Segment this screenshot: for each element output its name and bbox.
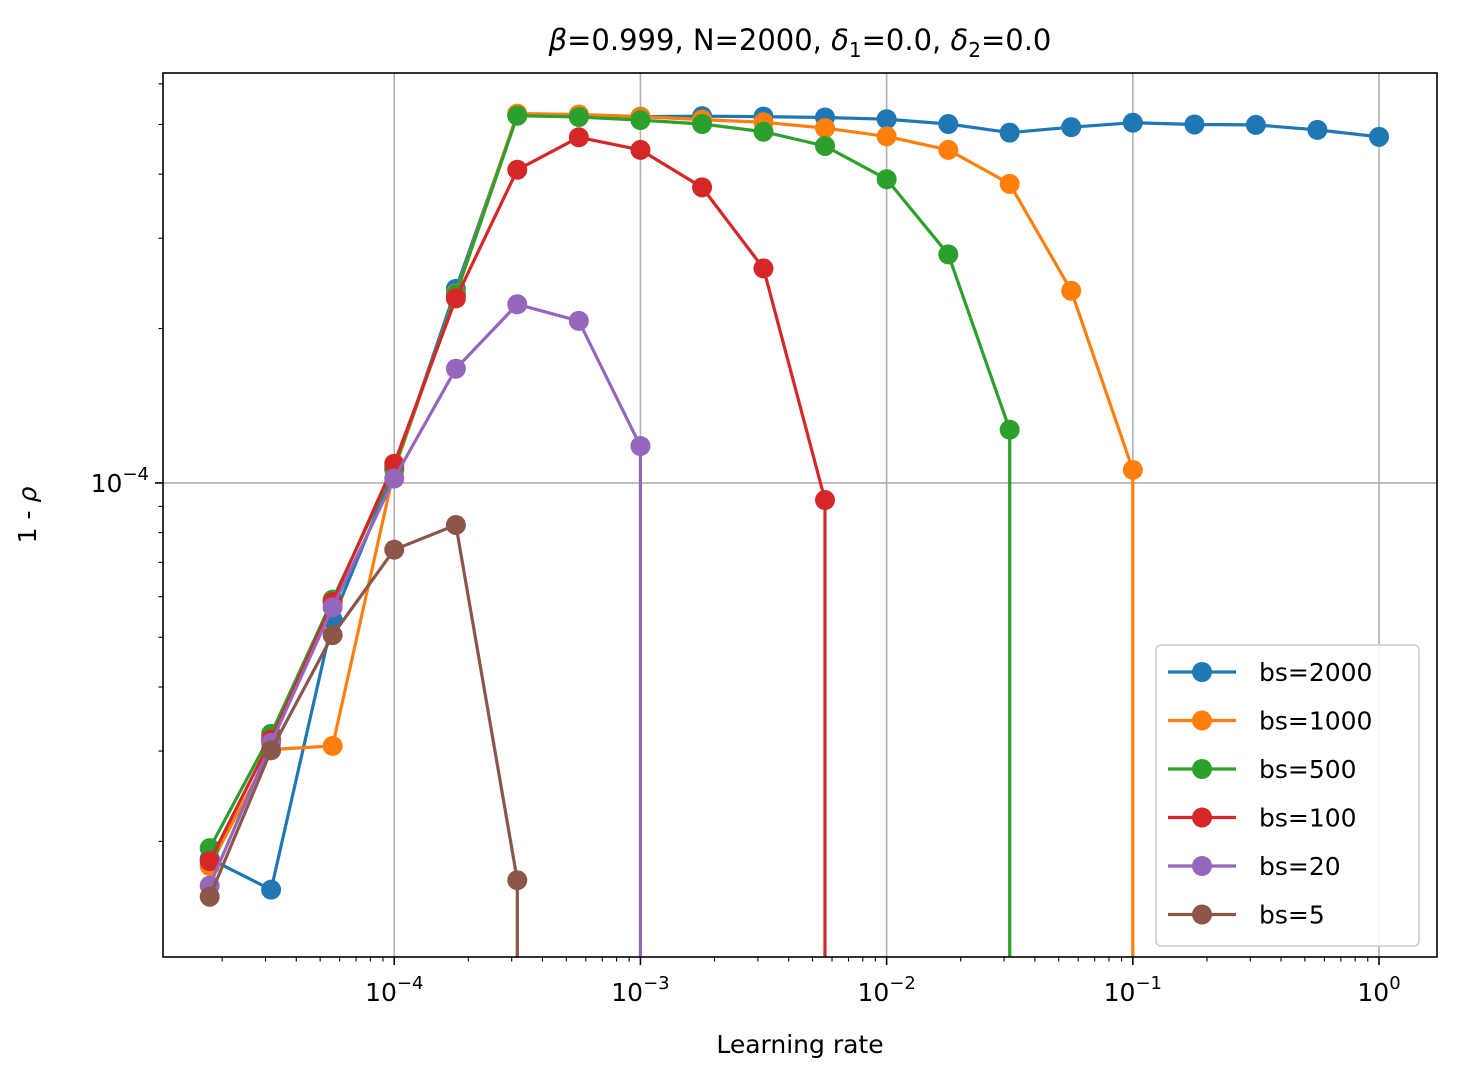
data-point <box>1122 459 1143 480</box>
legend-item-bs-5: bs=5 <box>1168 901 1325 930</box>
data-point <box>445 358 466 379</box>
legend: bs=2000 bs=1000 bs=500 bs=100 bs=20 bs=5 <box>1155 644 1420 947</box>
y-axis-label-rho: ρ <box>13 487 42 503</box>
legend-item-bs-2000: bs=2000 <box>1168 658 1372 687</box>
data-point <box>322 597 343 618</box>
data-point <box>568 127 589 148</box>
legend-marker <box>1192 904 1212 925</box>
data-point <box>568 310 589 331</box>
data-point <box>876 169 897 190</box>
title-delta1-value: =0.0, <box>862 23 951 57</box>
data-point <box>630 110 651 131</box>
data-point <box>199 851 220 872</box>
data-point <box>568 107 589 128</box>
title-beta-symbol: β <box>548 23 568 57</box>
data-point <box>938 139 959 160</box>
legend-label: bs=100 <box>1259 804 1357 833</box>
data-point <box>815 135 836 156</box>
chart-title: β=0.999, N=2000, δ1=0.0, δ2=0.0 <box>548 23 1052 62</box>
y-tick-label: 10−4 <box>91 464 149 498</box>
data-point <box>753 121 774 142</box>
data-point <box>445 514 466 535</box>
legend-label: bs=5 <box>1259 901 1325 930</box>
title-delta2-value: =0.0 <box>981 23 1051 57</box>
data-point <box>938 244 959 265</box>
legend-marker <box>1192 807 1212 828</box>
data-point <box>384 468 405 489</box>
data-point <box>1307 119 1328 140</box>
data-point <box>999 173 1020 194</box>
data-point <box>630 436 651 457</box>
series-bs-5 <box>199 514 528 957</box>
data-point <box>1122 112 1143 133</box>
data-point <box>322 625 343 646</box>
x-tick-label: 10−2 <box>857 973 915 1007</box>
data-point <box>753 258 774 279</box>
data-point <box>261 879 282 900</box>
data-point <box>261 740 282 761</box>
x-tick-label: 100 <box>1357 973 1400 1007</box>
data-point <box>692 177 713 198</box>
title-delta1-subscript: 1 <box>849 38 862 62</box>
data-point <box>322 735 343 756</box>
data-point <box>507 159 528 180</box>
x-tick-label: 10−1 <box>1104 973 1162 1007</box>
legend-label: bs=500 <box>1259 755 1357 784</box>
title-delta2-symbol: δ <box>950 23 968 57</box>
data-point <box>1061 280 1082 301</box>
data-point <box>876 126 897 147</box>
data-point <box>1369 126 1390 147</box>
x-axis-label: Learning rate <box>716 1030 883 1059</box>
legend-item-bs-1000: bs=1000 <box>1168 707 1372 736</box>
legend-item-bs-100: bs=100 <box>1168 804 1357 833</box>
title-beta-value: =0.999, N=2000, <box>567 23 831 57</box>
legend-label: bs=2000 <box>1259 658 1372 687</box>
legend-marker <box>1192 759 1212 779</box>
data-point <box>815 118 836 139</box>
data-point <box>692 114 713 135</box>
legend-marker <box>1192 856 1212 876</box>
series-layer <box>199 103 1390 957</box>
plot-frame <box>162 72 1438 958</box>
title-delta2-subscript: 2 <box>968 38 981 62</box>
data-point <box>1184 114 1205 135</box>
data-point <box>1245 114 1266 135</box>
data-point <box>1061 117 1082 138</box>
legend-label: bs=20 <box>1259 852 1341 881</box>
legend-item-bs-500: bs=500 <box>1168 755 1357 784</box>
data-point <box>199 886 220 907</box>
series-bs-20 <box>199 294 651 957</box>
x-tick-label: 10−4 <box>365 973 423 1007</box>
legend-label: bs=1000 <box>1259 707 1372 736</box>
data-point <box>999 419 1020 440</box>
axes: 10−4 10−3 10−2 10−1 100 10−4 <box>91 83 1401 1007</box>
legend-marker <box>1192 662 1212 682</box>
y-axis-label-text: 1 - <box>13 503 42 544</box>
data-point <box>507 870 528 891</box>
data-point <box>384 539 405 560</box>
legend-item-bs-20: bs=20 <box>1168 852 1341 881</box>
data-point <box>507 294 528 315</box>
title-delta1-symbol: δ <box>831 23 849 57</box>
data-point <box>630 139 651 160</box>
series-line <box>208 135 827 957</box>
data-point <box>876 109 897 130</box>
x-tick-label: 10−3 <box>611 973 669 1007</box>
data-point <box>938 114 959 135</box>
data-point <box>507 105 528 126</box>
data-point <box>815 490 836 511</box>
data-point <box>445 288 466 309</box>
y-axis-label: 1 - ρ <box>13 487 42 544</box>
legend-marker <box>1192 710 1212 731</box>
data-point <box>999 122 1020 143</box>
